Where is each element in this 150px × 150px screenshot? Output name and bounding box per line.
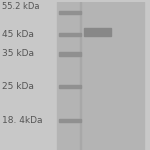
Text: 55.2 kDa: 55.2 kDa [2, 2, 39, 11]
Bar [58, 11, 81, 14]
Bar [58, 52, 81, 56]
Text: 25 kDa: 25 kDa [2, 82, 33, 91]
Bar [58, 85, 81, 88]
Bar [58, 118, 81, 122]
Text: 18. 4kDa: 18. 4kDa [2, 116, 42, 125]
Text: 35 kDa: 35 kDa [2, 49, 33, 58]
Bar [58, 33, 81, 36]
Bar [84, 28, 111, 36]
Text: 45 kDa: 45 kDa [2, 30, 33, 39]
Bar [84, 2, 111, 150]
Bar [57, 2, 144, 150]
Bar [80, 2, 81, 150]
